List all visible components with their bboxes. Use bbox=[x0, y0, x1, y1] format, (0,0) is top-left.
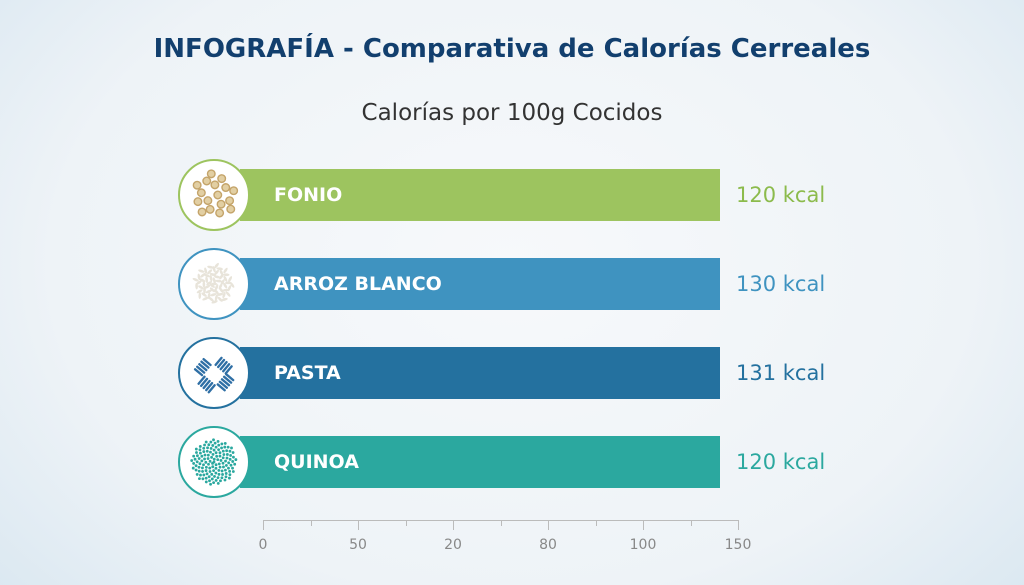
value-label: 131 kcal bbox=[736, 361, 826, 385]
bar-label: QUINOA bbox=[274, 451, 359, 473]
value-label: 120 kcal bbox=[736, 450, 826, 474]
x-tick bbox=[358, 520, 359, 530]
x-tick-label: 100 bbox=[629, 537, 657, 553]
bar-label: PASTA bbox=[274, 362, 341, 384]
x-tick bbox=[548, 520, 549, 530]
fonio-grains-icon bbox=[178, 159, 250, 231]
x-tick bbox=[500, 520, 502, 526]
chart-title: INFOGRAFÍA - Comparativa de Calorías Cer… bbox=[153, 34, 871, 64]
bar-label: FONIO bbox=[274, 184, 343, 206]
pasta-fusilli-icon bbox=[178, 337, 250, 409]
value-label: 120 kcal bbox=[736, 183, 826, 207]
x-tick-label: 20 bbox=[444, 537, 462, 553]
x-tick-label: 150 bbox=[724, 537, 752, 553]
x-tick-label: 50 bbox=[349, 537, 367, 553]
bar-fonio: FONIO bbox=[240, 169, 720, 221]
x-tick bbox=[738, 520, 739, 530]
bar-quinoa: QUINOA bbox=[240, 436, 720, 488]
x-tick bbox=[405, 520, 407, 526]
rice-grains-icon bbox=[178, 248, 250, 320]
bar-arroz-blanco: ARROZ BLANCO bbox=[240, 258, 720, 310]
x-tick bbox=[453, 520, 454, 530]
x-tick bbox=[310, 520, 312, 526]
x-tick bbox=[263, 520, 264, 530]
value-label: 130 kcal bbox=[736, 272, 826, 296]
x-tick bbox=[595, 520, 597, 526]
bar-pasta: PASTA bbox=[240, 347, 720, 399]
x-tick-label: 80 bbox=[539, 537, 557, 553]
chart-subtitle: Calorías por 100g Cocidos bbox=[361, 100, 663, 126]
bar-label: ARROZ BLANCO bbox=[274, 273, 442, 295]
quinoa-seeds-icon bbox=[178, 426, 250, 498]
x-tick bbox=[643, 520, 644, 530]
x-tick-label: 0 bbox=[258, 537, 268, 553]
x-tick bbox=[690, 520, 692, 526]
